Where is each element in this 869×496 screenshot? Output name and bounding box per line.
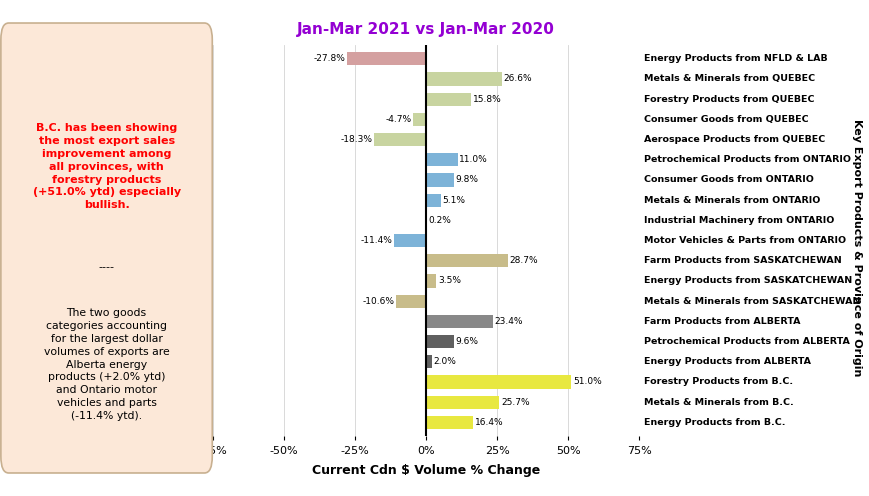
Bar bbox=[426, 335, 453, 348]
Text: 9.6%: 9.6% bbox=[454, 337, 478, 346]
Bar bbox=[395, 295, 426, 308]
Text: -4.7%: -4.7% bbox=[385, 115, 411, 124]
Text: -18.3%: -18.3% bbox=[340, 135, 372, 144]
Bar bbox=[426, 72, 501, 85]
Text: Consumer Goods from ONTARIO: Consumer Goods from ONTARIO bbox=[643, 176, 813, 185]
Bar bbox=[426, 375, 571, 388]
Text: 16.4%: 16.4% bbox=[474, 418, 502, 427]
Text: Energy Products from SASKATCHEWAN: Energy Products from SASKATCHEWAN bbox=[643, 276, 851, 286]
Text: -10.6%: -10.6% bbox=[362, 297, 394, 306]
Text: 23.4%: 23.4% bbox=[494, 317, 522, 326]
Bar bbox=[374, 133, 426, 146]
Bar bbox=[413, 113, 426, 126]
Bar bbox=[347, 52, 426, 65]
Text: 9.8%: 9.8% bbox=[455, 176, 478, 185]
Text: Metals & Minerals from SASKATCHEWAN: Metals & Minerals from SASKATCHEWAN bbox=[643, 297, 859, 306]
Text: B.C. has been showing
the most export sales
improvement among
all provinces, wit: B.C. has been showing the most export sa… bbox=[32, 124, 181, 210]
Text: Forestry Products from QUEBEC: Forestry Products from QUEBEC bbox=[643, 95, 813, 104]
Bar bbox=[426, 93, 471, 106]
Text: 28.7%: 28.7% bbox=[509, 256, 538, 265]
Bar bbox=[394, 234, 426, 247]
Bar bbox=[426, 416, 473, 429]
Text: 2.0%: 2.0% bbox=[433, 357, 456, 366]
Bar bbox=[426, 315, 492, 328]
Text: ----: ---- bbox=[98, 262, 115, 272]
Text: 11.0%: 11.0% bbox=[459, 155, 488, 164]
Bar bbox=[426, 174, 454, 186]
Text: Aerospace Products from QUEBEC: Aerospace Products from QUEBEC bbox=[643, 135, 824, 144]
Bar bbox=[426, 396, 499, 409]
Text: Farm Products from SASKATCHEWAN: Farm Products from SASKATCHEWAN bbox=[643, 256, 840, 265]
Text: Metals & Minerals from B.C.: Metals & Minerals from B.C. bbox=[643, 398, 793, 407]
Title: Jan-Mar 2021 vs Jan-Mar 2020: Jan-Mar 2021 vs Jan-Mar 2020 bbox=[297, 21, 554, 37]
Text: Energy Products from NFLD & LAB: Energy Products from NFLD & LAB bbox=[643, 54, 826, 63]
Text: Forestry Products from B.C.: Forestry Products from B.C. bbox=[643, 377, 792, 386]
Text: Petrochemical Products from ALBERTA: Petrochemical Products from ALBERTA bbox=[643, 337, 849, 346]
Text: Farm Products from ALBERTA: Farm Products from ALBERTA bbox=[643, 317, 799, 326]
Text: Energy Products from ALBERTA: Energy Products from ALBERTA bbox=[643, 357, 810, 366]
Text: 51.0%: 51.0% bbox=[573, 377, 601, 386]
Bar bbox=[426, 153, 457, 166]
FancyBboxPatch shape bbox=[1, 23, 212, 473]
Text: Motor Vehicles & Parts from ONTARIO: Motor Vehicles & Parts from ONTARIO bbox=[643, 236, 845, 245]
X-axis label: Current Cdn $ Volume % Change: Current Cdn $ Volume % Change bbox=[312, 464, 540, 477]
Text: 5.1%: 5.1% bbox=[442, 195, 465, 205]
Text: Metals & Minerals from ONTARIO: Metals & Minerals from ONTARIO bbox=[643, 195, 819, 205]
Text: 3.5%: 3.5% bbox=[437, 276, 461, 286]
Text: Industrial Machinery from ONTARIO: Industrial Machinery from ONTARIO bbox=[643, 216, 833, 225]
Text: Key Export Products & Province of Origin: Key Export Products & Province of Origin bbox=[851, 120, 861, 376]
Text: 15.8%: 15.8% bbox=[473, 95, 501, 104]
Text: -11.4%: -11.4% bbox=[360, 236, 392, 245]
Text: Energy Products from B.C.: Energy Products from B.C. bbox=[643, 418, 785, 427]
Text: -27.8%: -27.8% bbox=[314, 54, 345, 63]
Text: 25.7%: 25.7% bbox=[501, 398, 529, 407]
Bar bbox=[426, 193, 441, 207]
Bar bbox=[426, 355, 432, 369]
Text: The two goods
categories accounting
for the largest dollar
volumes of exports ar: The two goods categories accounting for … bbox=[43, 309, 169, 421]
Text: Petrochemical Products from ONTARIO: Petrochemical Products from ONTARIO bbox=[643, 155, 850, 164]
Bar bbox=[426, 274, 435, 288]
Bar bbox=[426, 254, 507, 267]
Text: 0.2%: 0.2% bbox=[428, 216, 451, 225]
Text: Consumer Goods from QUEBEC: Consumer Goods from QUEBEC bbox=[643, 115, 807, 124]
Text: Metals & Minerals from QUEBEC: Metals & Minerals from QUEBEC bbox=[643, 74, 814, 83]
Text: 26.6%: 26.6% bbox=[503, 74, 532, 83]
